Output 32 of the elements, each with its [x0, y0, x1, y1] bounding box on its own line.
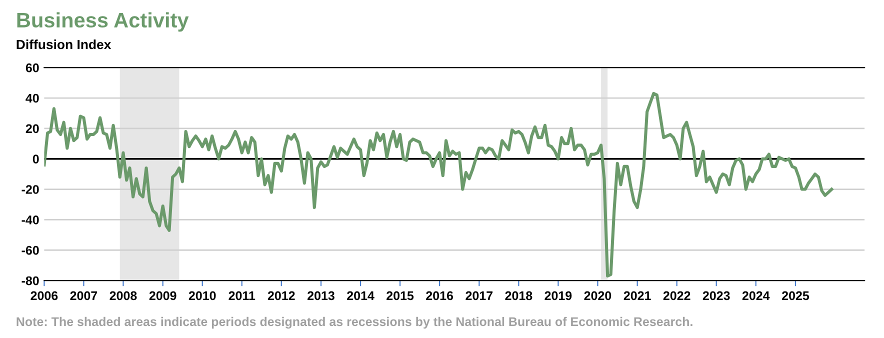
x-tick-label: 2012 — [268, 291, 295, 300]
x-tick-label: 2010 — [188, 291, 216, 300]
x-tick-label: 2009 — [149, 291, 176, 300]
y-tick-label: -80 — [22, 276, 39, 286]
y-tick-label: 0 — [32, 154, 39, 164]
x-tick-label: 2015 — [386, 291, 414, 300]
chart-subtitle: Diffusion Index — [16, 39, 112, 50]
x-tick-label: 2011 — [228, 291, 256, 300]
x-tick-label: 2013 — [308, 291, 334, 300]
x-tick-label: 2025 — [782, 291, 810, 300]
x-tick-label: 2017 — [466, 291, 493, 300]
x-tick-label: 2014 — [347, 291, 374, 300]
chart-title: Business Activity — [17, 12, 189, 32]
y-tick-label: -20 — [22, 185, 39, 194]
x-tick-label: 2006 — [30, 291, 58, 300]
x-tick-label: 2020 — [584, 291, 612, 300]
x-tick-label: 2016 — [426, 291, 453, 300]
x-tick-label: 2023 — [702, 291, 730, 300]
y-tick-label: 40 — [26, 94, 39, 103]
x-tick-label: 2024 — [742, 291, 770, 300]
x-tick-label: 2021 — [624, 291, 651, 300]
x-tick-label: 2019 — [544, 291, 572, 300]
y-tick-label: -40 — [22, 216, 39, 224]
y-tick-label: 60 — [26, 63, 39, 72]
y-tick-label: -60 — [22, 246, 39, 255]
x-tick-label: 2022 — [663, 291, 690, 300]
x-tick-label: 2018 — [505, 291, 532, 300]
x-tick-label: 2008 — [110, 291, 137, 300]
line-series — [44, 92, 834, 278]
y-tick-label: 20 — [26, 124, 39, 134]
text: Note: The shaded areas indicate periods designated as recessions by the National Bureau of Economic Research. — [16, 316, 692, 329]
x-tick-label: 2007 — [70, 291, 98, 300]
